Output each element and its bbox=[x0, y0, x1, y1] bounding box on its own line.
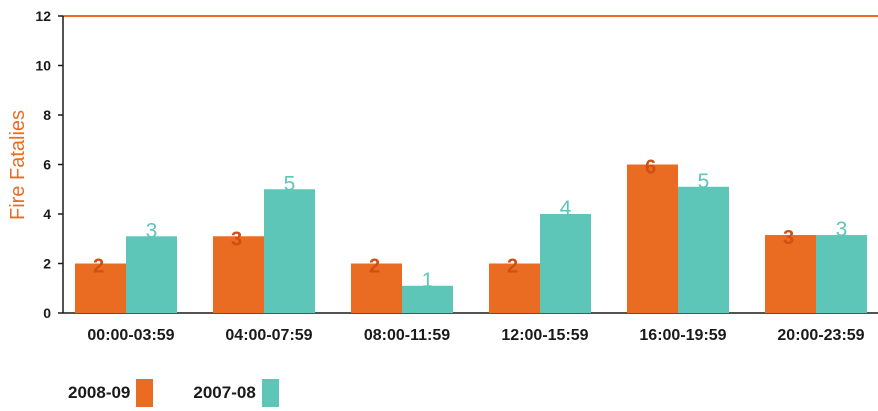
bar-2008-09-04:00-07:59 bbox=[213, 236, 264, 313]
y-tick-label: 6 bbox=[43, 157, 51, 173]
data-labels: 2 3 2 2 6 3 3 5 1 4 5 3 bbox=[93, 157, 847, 292]
y-tick-label: 8 bbox=[43, 107, 51, 123]
data-label: 2 bbox=[369, 256, 380, 278]
legend-item-2007-08: 2007-08 bbox=[193, 379, 279, 407]
bar-2008-09-08:00-11:59 bbox=[351, 263, 402, 313]
legend-label: 2007-08 bbox=[193, 383, 256, 402]
bar-2007-08-04:00-07:59 bbox=[264, 189, 315, 313]
y-tick-label: 12 bbox=[35, 8, 51, 24]
y-axis-label: Fire Fatalies bbox=[7, 110, 29, 220]
data-label: 3 bbox=[836, 218, 848, 241]
data-label: 2 bbox=[507, 256, 518, 278]
data-label: 5 bbox=[698, 170, 710, 193]
legend: 2008-09 2007-08 bbox=[68, 375, 319, 411]
bar-2007-08-20:00-23:59 bbox=[816, 235, 867, 313]
bar-2007-08-08:00-11:59 bbox=[402, 285, 453, 313]
legend-item-2008-09: 2008-09 bbox=[68, 379, 154, 407]
bar-2008-09-00:00-03:59 bbox=[75, 263, 126, 313]
x-tick-label: 00:00-03:59 bbox=[87, 327, 174, 344]
legend-swatch bbox=[261, 379, 279, 407]
x-tick-label: 08:00-11:59 bbox=[364, 327, 450, 344]
bar-2008-09-20:00-23:59 bbox=[765, 235, 816, 313]
data-label: 5 bbox=[284, 172, 296, 195]
bar-2007-08-12:00-15:59 bbox=[540, 214, 591, 313]
y-tick-label: 4 bbox=[43, 206, 51, 222]
legend-label: 2008-09 bbox=[68, 383, 131, 402]
y-tick-label: 0 bbox=[43, 305, 51, 321]
bar-2008-09-16:00-19:59 bbox=[627, 164, 678, 313]
data-label: 3 bbox=[783, 227, 794, 249]
data-label: 2 bbox=[93, 256, 104, 278]
x-tick-label: 20:00-23:59 bbox=[777, 327, 864, 344]
bar-2007-08-16:00-19:59 bbox=[678, 186, 729, 313]
bar-2008-09-12:00-15:59 bbox=[489, 263, 540, 313]
x-tick-label: 04:00-07:59 bbox=[225, 327, 312, 344]
bars bbox=[75, 164, 867, 313]
x-tick-label: 16:00-19:59 bbox=[639, 327, 726, 344]
bar-2007-08-00:00-03:59 bbox=[126, 236, 177, 313]
data-label: 4 bbox=[560, 197, 572, 220]
legend-swatch bbox=[136, 379, 154, 407]
data-label: 6 bbox=[645, 157, 656, 179]
y-tick-label: 10 bbox=[35, 58, 51, 74]
data-label: 3 bbox=[231, 228, 242, 250]
data-label: 3 bbox=[146, 219, 158, 242]
x-tick-label: 12:00-15:59 bbox=[501, 327, 588, 344]
data-label: 1 bbox=[422, 269, 434, 292]
y-tick-label: 2 bbox=[43, 256, 51, 272]
